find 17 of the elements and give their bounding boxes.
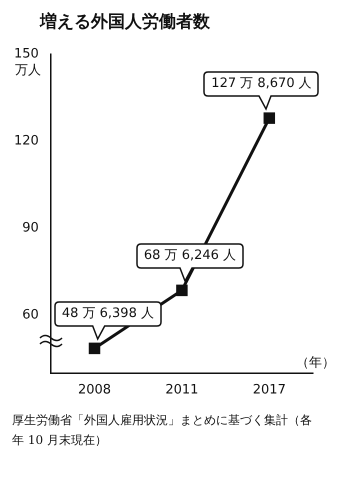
- annotation: 48 万 6,398 人: [62, 306, 154, 322]
- point: [176, 284, 188, 296]
- point: [264, 112, 276, 124]
- y-tick-label: 120: [14, 133, 39, 148]
- annotation: 127 万 8,670 人: [211, 76, 312, 92]
- point: [88, 342, 100, 354]
- annotation: 68 万 6,246 人: [144, 248, 236, 264]
- x-tick-label: 2017: [252, 382, 286, 398]
- x-axis-title: （年）: [296, 355, 335, 370]
- x-tick-label: 2008: [78, 382, 112, 398]
- y-axis-title: 万人: [14, 62, 41, 78]
- chart-title: 増える外国人労働者数: [40, 11, 210, 33]
- text: 厚生労働省「外国人雇用状況」まとめに基づく集計（各年 10 月末現在）: [12, 412, 312, 449]
- y-tick-label: 60: [22, 308, 39, 323]
- y-tick-label: 90: [22, 220, 39, 236]
- x-tick-label: 2011: [165, 382, 198, 398]
- y-tick-label: 150: [14, 46, 39, 62]
